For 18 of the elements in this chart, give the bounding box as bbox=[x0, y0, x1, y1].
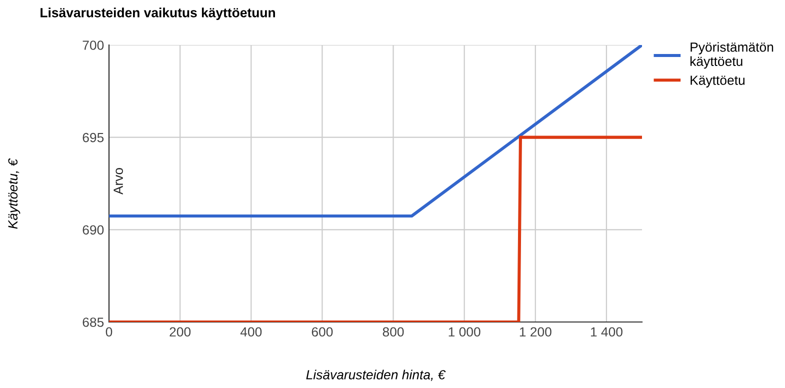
x-tick-label: 1 000 bbox=[448, 327, 480, 337]
x-tick-label: 200 bbox=[170, 327, 191, 337]
chart-title: Lisävarusteiden vaikutus käyttöetuun bbox=[40, 8, 275, 20]
y-tick-label: 700 bbox=[82, 40, 104, 50]
legend-label: Pyöristämätön käyttöetu bbox=[690, 42, 774, 69]
x-tick-label: 0 bbox=[106, 327, 112, 337]
x-axis-title: Lisävarusteiden hinta, € bbox=[306, 370, 446, 381]
y-tick-label: 690 bbox=[82, 225, 104, 235]
x-tick-label: 400 bbox=[240, 327, 262, 337]
x-tick-label: 600 bbox=[312, 327, 333, 337]
annotation: Arvo bbox=[114, 168, 123, 195]
x-tick-label: 1 400 bbox=[590, 327, 622, 337]
x-tick-label: 800 bbox=[382, 327, 404, 337]
legend-label: Käyttöetu bbox=[690, 76, 744, 88]
y-tick-label: 685 bbox=[82, 318, 104, 327]
y-axis-title: Käyttöetu, € bbox=[8, 158, 20, 229]
x-tick-label: 1 200 bbox=[520, 327, 552, 337]
y-tick-label: 695 bbox=[82, 132, 104, 142]
